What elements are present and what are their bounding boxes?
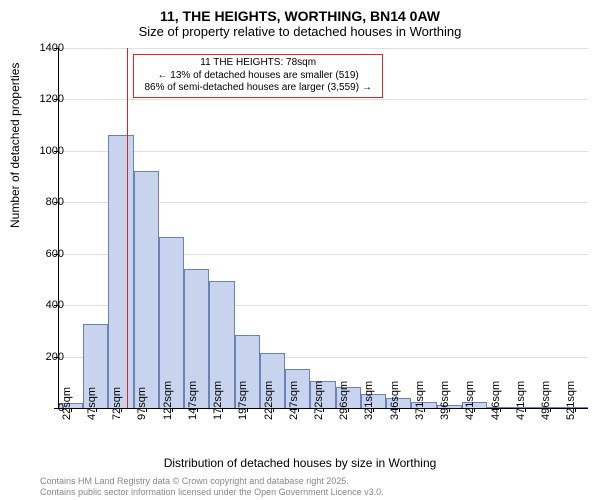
y-tick-label: 800 <box>46 196 64 208</box>
x-axis-label: Distribution of detached houses by size … <box>164 456 437 470</box>
histogram-bar <box>134 171 159 408</box>
y-tick-label: 600 <box>46 248 64 260</box>
annotation-line1: 11 THE HEIGHTS: 78sqm <box>138 57 378 70</box>
property-marker-line <box>127 48 128 408</box>
y-tick-label: 200 <box>46 351 64 363</box>
gridline <box>58 99 588 100</box>
plot-area: 11 THE HEIGHTS: 78sqm← 13% of detached h… <box>58 48 588 408</box>
annotation-line3: 86% of semi-detached houses are larger (… <box>138 82 378 95</box>
y-tick-label: 400 <box>46 299 64 311</box>
y-tick-label: 1000 <box>40 145 64 157</box>
footer-line1: Contains HM Land Registry data © Crown c… <box>40 476 384 487</box>
histogram-bar <box>108 135 133 408</box>
gridline <box>58 48 588 49</box>
chart-title-main: 11, THE HEIGHTS, WORTHING, BN14 0AW <box>0 0 600 24</box>
chart-title-sub: Size of property relative to detached ho… <box>0 24 600 43</box>
y-tick-label: 1400 <box>40 42 64 54</box>
y-axis-label: Number of detached properties <box>8 63 22 228</box>
chart-container: 11, THE HEIGHTS, WORTHING, BN14 0AW Size… <box>0 0 600 500</box>
y-tick-label: 1200 <box>40 93 64 105</box>
footer-line2: Contains public sector information licen… <box>40 487 384 498</box>
gridline <box>58 151 588 152</box>
annotation-box: 11 THE HEIGHTS: 78sqm← 13% of detached h… <box>133 54 383 98</box>
annotation-line2: ← 13% of detached houses are smaller (51… <box>138 70 378 83</box>
footer-attribution: Contains HM Land Registry data © Crown c… <box>40 476 384 498</box>
